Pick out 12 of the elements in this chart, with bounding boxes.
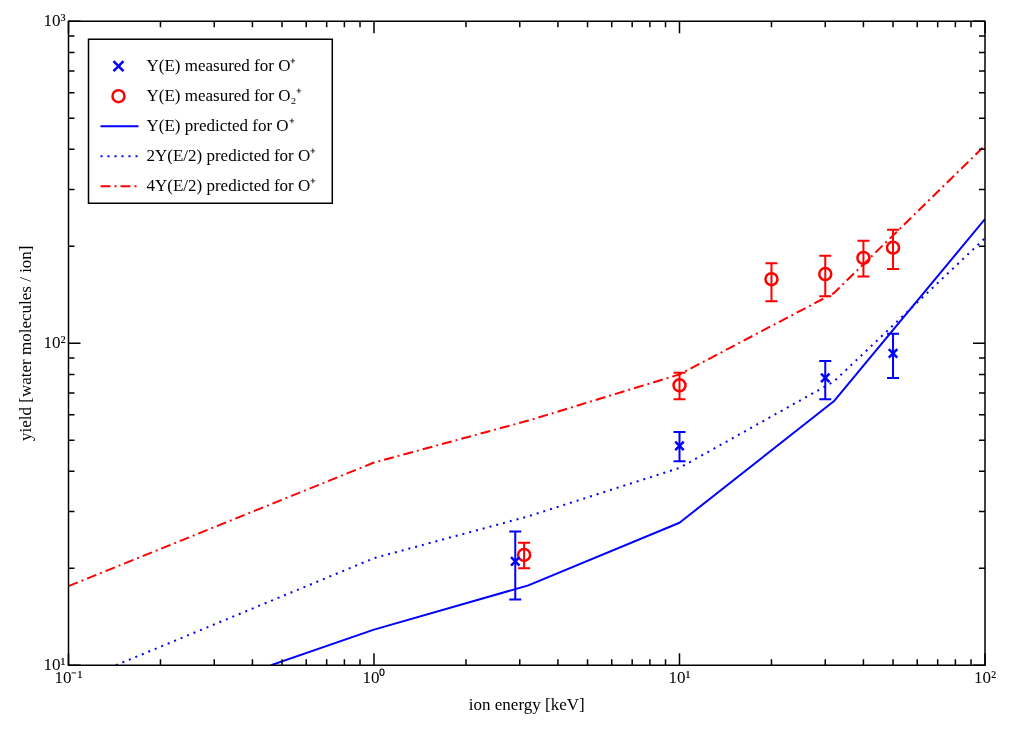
legend-label: Y(E) predicted for O⁺ (146, 115, 295, 135)
y-tick-label: 10³ (43, 10, 66, 30)
legend-label: Y(E) measured for O⁺ (146, 55, 297, 75)
x-tick-label: 10² (973, 667, 997, 687)
x-tick-label: 10¹ (668, 667, 691, 687)
legend-label: Y(E) measured for O₂⁺ (146, 85, 303, 105)
y-axis-title: yield [water molecules / ion] (15, 245, 35, 441)
legend-label: 4Y(E/2) predicted for O⁺ (146, 175, 317, 195)
x-axis-title: ion energy [keV] (468, 695, 585, 715)
y-tick-label: 10² (43, 332, 66, 352)
legend-label: 2Y(E/2) predicted for O⁺ (146, 145, 317, 165)
x-tick-label: 10⁰ (362, 667, 386, 687)
